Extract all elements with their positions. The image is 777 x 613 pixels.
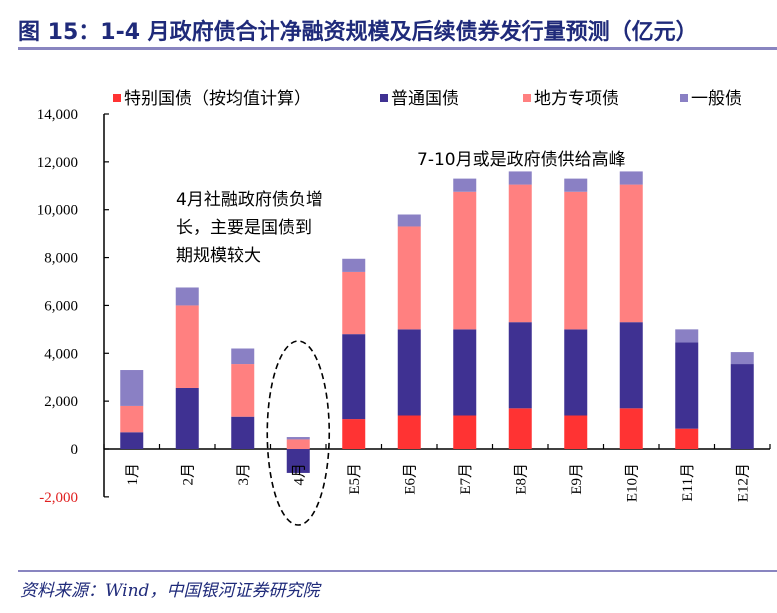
x-tick-label: E11月 <box>680 463 696 502</box>
bar-segment <box>286 437 310 440</box>
legend-swatch <box>680 94 688 102</box>
bar-segment <box>675 329 699 343</box>
legend-label: 一般债 <box>691 89 742 109</box>
annotation-april: 长，主要是国债到 <box>176 218 312 238</box>
title-divider <box>18 47 777 50</box>
bar-segment <box>453 415 477 449</box>
bar-segment <box>619 184 643 323</box>
x-tick-label: E6月 <box>402 463 418 495</box>
y-tick-label: 2,000 <box>44 394 78 410</box>
y-tick-label: 8,000 <box>44 251 78 267</box>
bar-segment <box>564 191 588 330</box>
x-tick-label: E7月 <box>458 463 474 495</box>
bar-segment <box>397 329 421 416</box>
bar-segment <box>175 387 199 449</box>
x-tick-label: 3月 <box>236 463 252 486</box>
bar-segment <box>120 432 144 449</box>
y-tick-label: 6,000 <box>44 298 78 314</box>
bar-segment <box>730 352 754 365</box>
bar-segment <box>120 405 144 433</box>
x-tick-label: E12月 <box>735 463 751 502</box>
bar-segment <box>453 191 477 330</box>
bar-segment <box>120 370 144 406</box>
bar-segment <box>342 258 366 272</box>
annotation-april: 4月社融政府债负增 <box>176 190 323 210</box>
bar-segment <box>397 415 421 449</box>
bar-segment <box>564 329 588 416</box>
legend-label: 普通国债 <box>391 89 459 109</box>
y-tick-label: 12,000 <box>37 155 78 171</box>
bar-segment <box>730 364 754 449</box>
legend-swatch <box>523 94 531 102</box>
legend-label: 特别国债（按均值计算） <box>124 89 311 109</box>
bar-segment <box>175 305 199 388</box>
bar-segment <box>508 171 532 185</box>
bar-segment <box>508 408 532 449</box>
x-tick-label: E5月 <box>347 463 363 495</box>
bar-segment <box>342 419 366 449</box>
legend-swatch <box>380 94 388 102</box>
bar-segment <box>564 415 588 449</box>
stacked-bar-chart: -2,000 0 2,000 4,000 6,000 8,000 10,000 12,000 1… <box>37 89 771 526</box>
bar-segment <box>675 342 699 429</box>
bar-segment <box>231 416 255 449</box>
y-tick-label: 10,000 <box>37 203 78 219</box>
highlight-ellipse <box>266 340 331 526</box>
source-divider <box>18 570 777 572</box>
bar-segment <box>231 348 255 365</box>
bar-segment <box>564 178 588 192</box>
x-tick-label: 4月 <box>291 463 307 486</box>
y-tick-label: -2,000 <box>39 490 78 506</box>
bar-segment <box>286 439 310 449</box>
x-tick-label: 2月 <box>180 463 196 486</box>
legend-swatch <box>113 94 121 102</box>
bar-segment <box>453 329 477 416</box>
bar-segment <box>397 214 421 227</box>
bar-segment <box>619 322 643 409</box>
bar-segment <box>508 184 532 323</box>
figure-title: 图 15：1-4 月政府债合计净融资规模及后续债券发行量预测（亿元） <box>18 20 698 45</box>
bar-segment <box>342 271 366 335</box>
bar-segment <box>342 334 366 420</box>
x-tick-label: 1月 <box>125 463 141 486</box>
x-tick-label: E10月 <box>624 463 640 502</box>
source-note: 资料来源：Wind，中国银河证券研究院 <box>20 581 320 601</box>
bar-segment <box>508 322 532 409</box>
bar-segment <box>397 226 421 330</box>
y-tick-label: 4,000 <box>44 346 78 362</box>
legend-label: 地方专项债 <box>534 89 619 109</box>
x-tick-label: E8月 <box>513 463 529 495</box>
x-tick-label: E9月 <box>569 463 585 495</box>
bar-segment <box>619 171 643 185</box>
y-tick-label: 14,000 <box>37 107 78 123</box>
bar-segment <box>175 287 199 306</box>
annotation-april: 期规模较大 <box>176 246 261 266</box>
annotation-peak: 7-10月或是政府债供给高峰 <box>417 150 626 170</box>
bar-segment <box>286 449 310 473</box>
bar-segment <box>453 178 477 192</box>
bar-segment <box>231 364 255 417</box>
y-tick-label: 0 <box>71 442 79 458</box>
bar-segment <box>675 428 699 449</box>
bar-segment <box>619 408 643 449</box>
